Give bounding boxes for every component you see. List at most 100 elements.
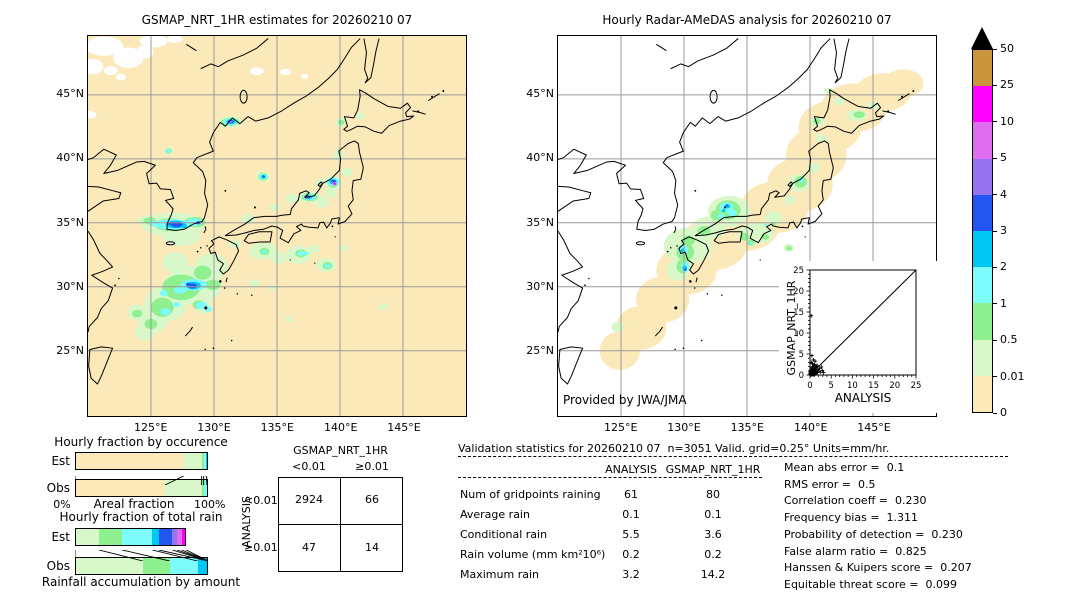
bar-segment [197, 557, 209, 575]
stats-divider-top [458, 456, 1008, 457]
colorbar-segment [973, 158, 992, 195]
stat-row-label: Rain volume (mm km²10⁶) [460, 548, 606, 561]
score-line: RMS error = 0.5 [784, 478, 876, 491]
colorbar-tick-mark [993, 376, 997, 378]
colorbar-tick-label: 50 [1000, 42, 1014, 55]
score-line: Correlation coeff = 0.230 [784, 494, 927, 507]
bar-fan-connector [74, 470, 209, 486]
bar-segment [158, 528, 173, 546]
bar-segment [183, 452, 202, 470]
stat-row-analysis-value: 0.1 [622, 508, 640, 521]
svg-text:20: 20 [889, 381, 900, 391]
contingency-col-label-1: ≥0.01 [355, 460, 389, 473]
svg-text:25: 25 [911, 381, 922, 391]
stat-row-analysis-value: 5.5 [622, 528, 640, 541]
lon-tick-label: 140°E [323, 421, 358, 434]
bar-obs [75, 479, 209, 497]
colorbar-tick-mark [993, 84, 997, 86]
colorbar-tick-label: 3 [1000, 224, 1007, 237]
right-map-title: Hourly Radar-AMeDAS analysis for 2026021… [602, 13, 892, 27]
stats-divider-header [458, 477, 762, 478]
contingency-value-miss: 47 [302, 541, 316, 554]
svg-text:5: 5 [828, 381, 833, 391]
occurrence-est-label: Est [51, 454, 70, 468]
score-line: False alarm ratio = 0.825 [784, 545, 927, 558]
inset-scatter: 0 0 5 5 10 10 15 15 20 20 25 25 GSMAP_NRT_1HR ANALY… [779, 261, 937, 413]
occurrence-x-axis-label: Areal fraction [93, 497, 175, 511]
lat-tick-label: 30°N [526, 279, 554, 293]
stat-row-gsmap-value: 80 [706, 488, 720, 501]
svg-text:0: 0 [799, 371, 804, 381]
lat-tick-label: 45°N [526, 87, 554, 100]
lon-tick-label: 130°E [667, 421, 701, 434]
inset-x-axis-label: ANALYSIS [834, 391, 892, 405]
bar-segment [203, 452, 207, 470]
svg-text:5: 5 [799, 350, 804, 360]
colorbar-tick-label: 25 [1000, 78, 1014, 92]
stats-col-gsmap: GSMAP_NRT_1HR [665, 463, 761, 476]
bar-segment [176, 528, 182, 546]
bar-segment [152, 528, 159, 546]
contingency-col-label-0: <0.01 [292, 460, 326, 473]
stat-row-gsmap-value: 14.2 [700, 568, 726, 581]
contingency-row-label-1: ≥0.01 [244, 541, 278, 554]
occurrence-x-tick-0: 0% [53, 498, 71, 511]
contingency-col-group: GSMAP_NRT_1HR [293, 444, 388, 457]
colorbar-tick-label: 0 [1000, 406, 1007, 419]
colorbar-tick-mark [993, 339, 997, 341]
lon-tick-label: 130°E [197, 421, 231, 434]
colorbar-segment [973, 194, 992, 232]
amount-chart-title: Hourly fraction of total rain [59, 510, 223, 524]
svg-text:0: 0 [807, 381, 812, 391]
stat-row-label: Num of gridpoints raining [460, 488, 601, 501]
contingency-value-hit-none: 2924 [295, 493, 323, 506]
svg-text:15: 15 [793, 308, 804, 318]
colorbar-tick-label: 5 [1000, 151, 1007, 165]
occurrence-chart-title: Hourly fraction by occurence [54, 435, 228, 449]
colorbar-segment [973, 231, 992, 268]
stat-row-analysis-value: 3.2 [622, 568, 640, 581]
colorbar-segment [973, 375, 992, 413]
stat-row-label: Maximum rain [460, 568, 539, 581]
colorbar-tick-mark [993, 303, 997, 305]
colorbar-tick-mark [993, 266, 997, 268]
bar-outline [75, 528, 187, 546]
colorbar-tick-mark [993, 121, 997, 123]
stat-row-gsmap-value: 0.2 [704, 548, 722, 561]
colorbar-segment [973, 339, 992, 376]
stat-row-label: Average rain [460, 508, 530, 521]
bar-segment [98, 528, 123, 546]
colorbar-tick-label: 2 [1000, 260, 1007, 274]
svg-text:20: 20 [793, 287, 804, 297]
bar-outline [75, 479, 209, 497]
bar-outline [75, 452, 209, 470]
lon-tick-label: 125°E [603, 421, 638, 434]
score-line: Hanssen & Kuipers score = 0.207 [784, 561, 972, 574]
lat-tick-label: 40°N [526, 151, 554, 165]
lat-tick-label: 30°N [56, 279, 84, 293]
contingency-divider-h [278, 524, 403, 525]
lat-tick-label: 40°N [56, 151, 84, 165]
lon-tick-label: 140°E [793, 421, 828, 434]
lat-tick-label: 35°N [526, 215, 554, 229]
lat-tick-label: 45°N [56, 87, 84, 100]
bar-segment [75, 479, 165, 497]
lon-tick-label: 145°E [857, 421, 891, 434]
score-line: Equitable threat score = 0.099 [784, 578, 957, 591]
inset-y-axis-label: GSMAP_NRT_1HR [785, 280, 798, 376]
occurrence-obs-label: Obs [46, 481, 70, 495]
colorbar-tick-mark [993, 194, 997, 196]
bar-segment [203, 479, 207, 497]
bar-segment [181, 528, 187, 546]
colorbar-bar [972, 49, 993, 413]
stat-row-analysis-value: 0.2 [622, 548, 640, 561]
bar-segment [164, 479, 202, 497]
occurrence-x-tick-1: 100% [194, 498, 226, 511]
colorbar-segment [973, 267, 992, 304]
svg-text:10: 10 [793, 329, 804, 339]
score-line: Mean abs error = 0.1 [784, 461, 905, 474]
lon-tick-label: 135°E [260, 421, 295, 434]
stat-row-analysis-value: 61 [624, 488, 638, 501]
bar-segment [142, 557, 170, 575]
